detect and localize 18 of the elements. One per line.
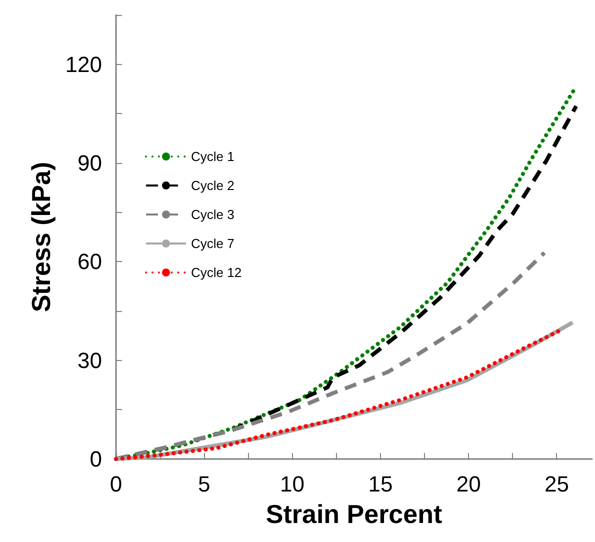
legend-label: Cycle 7 — [191, 236, 234, 251]
y-tick-label: 90 — [78, 150, 102, 176]
x-tick-label: 15 — [368, 472, 393, 496]
y-tick-label: 0 — [90, 446, 102, 472]
x-tick-label: 20 — [456, 472, 481, 496]
x-axis-title: Strain Percent — [266, 499, 442, 529]
x-tick-label: 25 — [544, 472, 569, 496]
legend-label: Cycle 2 — [191, 178, 234, 193]
x-tick-label: 10 — [280, 472, 305, 496]
legend-label: Cycle 3 — [191, 207, 234, 222]
x-tick-label: 0 — [110, 472, 122, 496]
y-axis-title: Stress (kPa) — [26, 162, 56, 312]
y-tick-label: 60 — [78, 249, 102, 274]
legend-label: Cycle 12 — [191, 265, 242, 280]
y-tick-label: 30 — [78, 348, 102, 373]
y-tick-label: 120 — [65, 52, 102, 77]
legend-label: Cycle 1 — [191, 149, 234, 164]
x-tick-label: 5 — [198, 472, 210, 496]
